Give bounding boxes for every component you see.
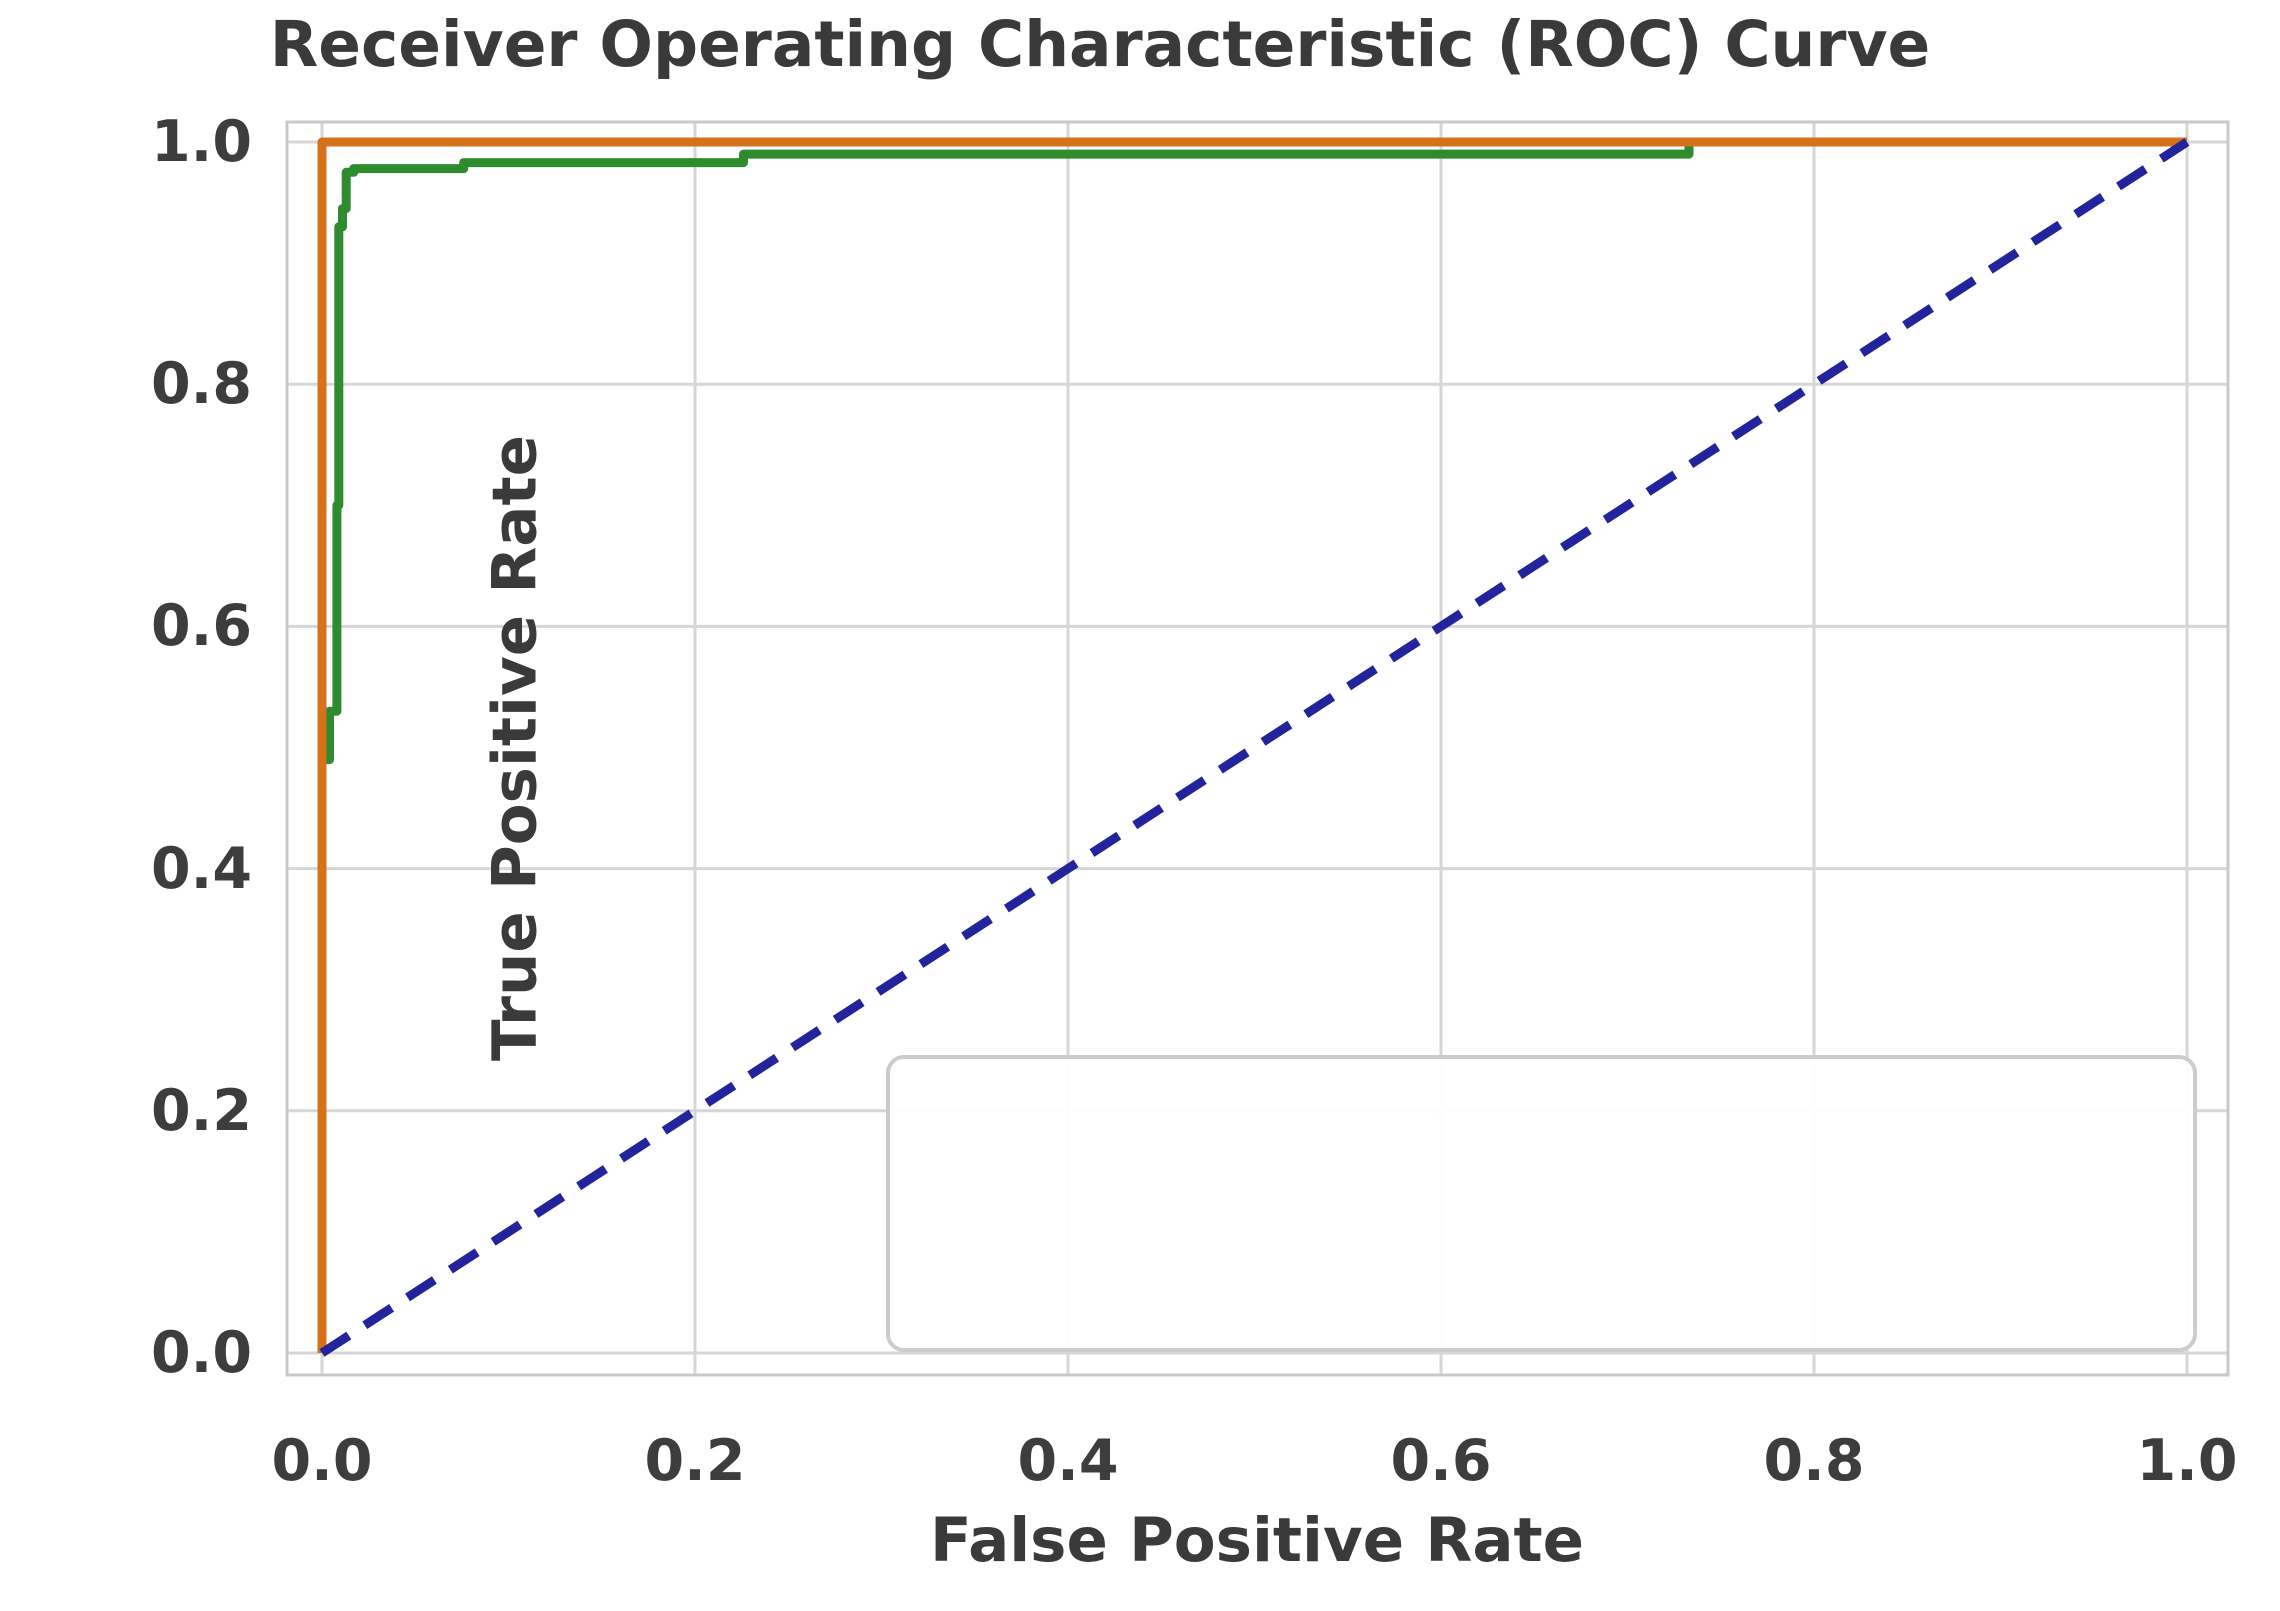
x-tick-label: 0.8 xyxy=(1763,1428,1865,1494)
roc-curve-orange xyxy=(317,137,2187,1353)
x-tick-label: 0.6 xyxy=(1390,1428,1492,1494)
axes-spines xyxy=(285,120,2230,1377)
chance-diagonal xyxy=(319,138,2190,1357)
x-tick-label: 1.0 xyxy=(2136,1428,2238,1494)
y-tick-label: 0.0 xyxy=(151,1320,252,1386)
y-tick-label: 0.2 xyxy=(151,1077,252,1144)
x-tick-label: 0.0 xyxy=(271,1428,373,1494)
y-axis-label: True Positive Rate xyxy=(479,435,551,1061)
x-tick-label: 0.2 xyxy=(644,1428,746,1494)
chart-title: Receiver Operating Characteristic (ROC) … xyxy=(269,8,1931,81)
y-tick-label: 0.4 xyxy=(151,835,252,902)
y-tick-label: 0.6 xyxy=(151,593,252,660)
roc-curve-green xyxy=(317,137,2187,1353)
y-tick-label: 1.0 xyxy=(151,109,252,175)
legend-box-empty xyxy=(886,1055,2197,1352)
x-tick-label: 0.4 xyxy=(1017,1428,1119,1494)
y-tick-label: 0.8 xyxy=(151,351,252,418)
x-axis-label: False Positive Rate xyxy=(929,1505,1585,1576)
